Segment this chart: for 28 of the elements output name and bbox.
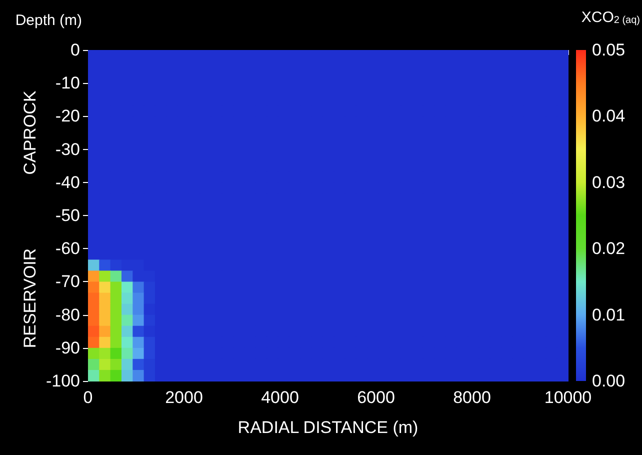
color-bar-label: 0.01	[592, 305, 626, 324]
y-tick-label: -40	[55, 172, 80, 192]
y-tick-label: -60	[55, 239, 80, 258]
y-tick-label: -90	[55, 338, 80, 358]
color-bar-label: 0.05	[592, 40, 626, 60]
color-bar-title: XCO2 (aq)	[581, 9, 640, 26]
y-tick-label: -80	[55, 305, 80, 324]
x-axis-title: RADIAL DISTANCE (m)	[238, 418, 418, 437]
color-bar-label: 0.03	[592, 172, 626, 192]
y-tick-label: -30	[55, 140, 80, 159]
y-tick-label: -50	[55, 206, 80, 225]
text: RESERVOIR	[20, 248, 40, 348]
color-bar-label: 0.00	[592, 372, 626, 390]
text: CAPROCK	[20, 90, 40, 175]
x-tick-label: 8000	[453, 388, 491, 407]
color-bar-label: 0.04	[592, 106, 626, 126]
x-tick-label: 0	[83, 388, 93, 407]
y-tick-label: -10	[55, 74, 80, 93]
color-bar-label: 0.02	[592, 239, 626, 258]
x-tick-label: 2000	[165, 388, 203, 407]
y-tick-label: -70	[55, 272, 80, 292]
x-tick-label: 10000	[544, 388, 592, 407]
x-tick-label: 4000	[261, 388, 299, 407]
y-tick-label: 0	[70, 40, 80, 60]
y-axis-title: Depth (m)	[15, 12, 82, 29]
y-tick-label: -20	[55, 106, 80, 126]
y-tick-label: -100	[46, 372, 80, 390]
x-tick-label: 6000	[357, 388, 395, 407]
